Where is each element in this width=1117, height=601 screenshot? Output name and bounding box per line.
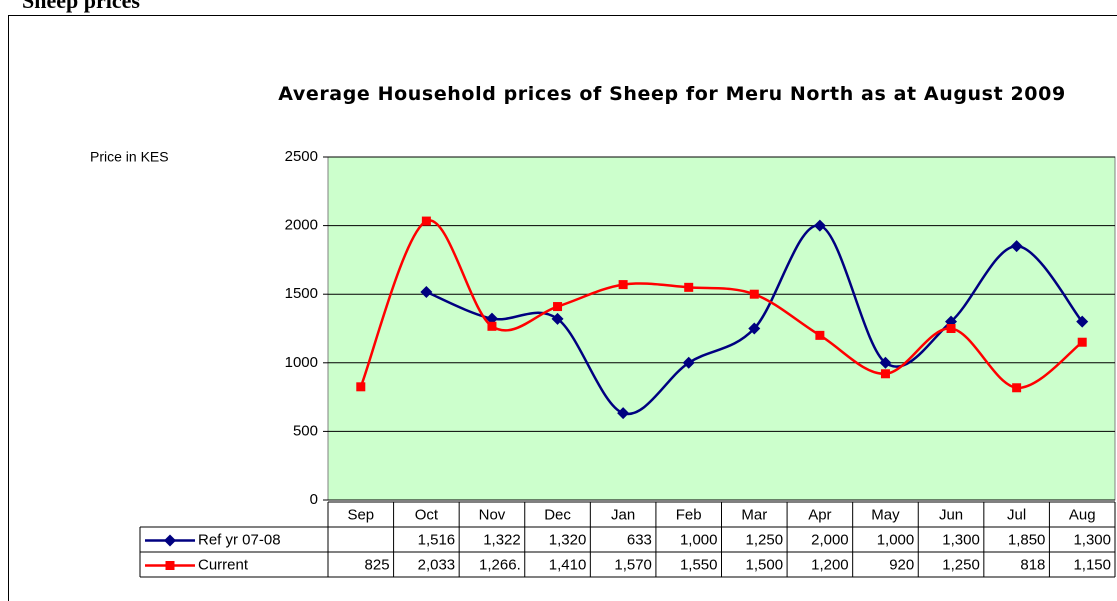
table-value: 1,000 <box>877 531 915 548</box>
marker <box>421 216 431 226</box>
table-value: 920 <box>889 556 914 573</box>
x-tick-label: Apr <box>808 506 831 523</box>
table-value: 1,322 <box>483 531 521 548</box>
table-value: 1,500 <box>746 556 784 573</box>
x-tick-label: Jun <box>939 506 963 523</box>
table-value: 1,250 <box>942 556 980 573</box>
table-value: 2,000 <box>811 531 849 548</box>
table-value: 1,300 <box>942 531 980 548</box>
x-tick-label: Jan <box>611 506 635 523</box>
marker <box>551 312 564 325</box>
table-value: 1,320 <box>549 531 587 548</box>
legend-marker <box>164 534 176 547</box>
x-tick-label: Aug <box>1069 506 1096 523</box>
table-value: 1,570 <box>614 556 652 573</box>
y-tick-label: 1500 <box>285 285 318 302</box>
legend-label: Current <box>198 556 249 573</box>
y-tick-label: 2500 <box>285 148 318 165</box>
marker <box>618 280 628 290</box>
marker <box>356 382 366 392</box>
y-tick-label: 2000 <box>285 217 318 234</box>
table-value: 1,200 <box>811 556 849 573</box>
table-value: 1,850 <box>1008 531 1046 548</box>
marker <box>682 356 695 369</box>
marker <box>1012 383 1022 393</box>
y-tick-label: 500 <box>293 422 318 439</box>
marker <box>946 324 956 333</box>
marker <box>749 289 759 299</box>
table-value: 1,300 <box>1073 531 1111 548</box>
chart-frame <box>8 15 1117 601</box>
marker <box>748 322 761 335</box>
marker <box>1010 240 1023 253</box>
series-line <box>359 219 1083 390</box>
table-value: 1,410 <box>549 556 587 573</box>
marker <box>617 407 630 420</box>
plot-area <box>327 156 1116 501</box>
x-tick-label: Sep <box>347 506 374 523</box>
marker <box>1077 337 1087 347</box>
legend-marker <box>165 561 175 570</box>
chart-title: Average Household prices of Sheep for Me… <box>278 83 1066 105</box>
x-tick-label: Mar <box>741 506 767 523</box>
marker <box>553 302 563 312</box>
marker <box>879 356 892 369</box>
marker <box>813 219 826 232</box>
y-axis-label: Price in KES <box>90 149 169 165</box>
y-tick-label: 0 <box>310 491 318 508</box>
table-value: 825 <box>365 556 390 573</box>
marker <box>485 312 498 325</box>
table-value: 1,150 <box>1073 556 1111 573</box>
table-value: 633 <box>627 531 652 548</box>
table-value: 2,033 <box>418 556 456 573</box>
table-value: 1,266. <box>479 556 521 573</box>
marker <box>815 330 825 340</box>
x-tick-label: Feb <box>676 506 702 523</box>
table-value: 1,250 <box>746 531 784 548</box>
x-tick-label: Jul <box>1007 506 1026 523</box>
x-tick-label: May <box>871 506 900 523</box>
x-tick-label: Nov <box>479 506 506 523</box>
table-value: 1,550 <box>680 556 718 573</box>
y-tick-label: 1000 <box>285 354 318 371</box>
heading: Sheep prices <box>22 0 140 13</box>
x-tick-label: Dec <box>544 506 571 523</box>
x-tick-label: Oct <box>415 506 439 523</box>
legend-label: Ref yr 07-08 <box>198 531 281 548</box>
marker <box>880 369 890 379</box>
marker <box>1076 315 1089 328</box>
marker <box>487 321 497 331</box>
table-value: 1,516 <box>418 531 456 548</box>
marker <box>420 286 433 299</box>
marker <box>684 282 694 292</box>
table-value: 1,000 <box>680 531 718 548</box>
table-value: 818 <box>1020 556 1045 573</box>
